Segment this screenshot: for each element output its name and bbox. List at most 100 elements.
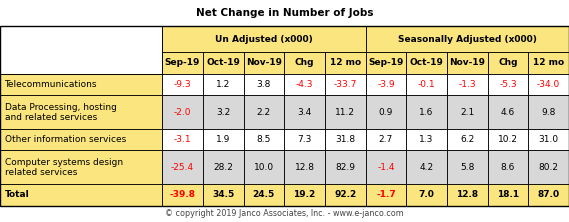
Text: 34.5: 34.5: [212, 190, 234, 199]
Text: Seasonally Adjusted (x000): Seasonally Adjusted (x000): [398, 35, 537, 44]
Bar: [447, 184, 488, 206]
Text: 12 mo: 12 mo: [329, 58, 361, 67]
Bar: [528, 129, 569, 151]
Text: -33.7: -33.7: [333, 80, 357, 89]
Bar: [0, 206, 569, 222]
Text: Sep-19: Sep-19: [165, 58, 200, 67]
Bar: [528, 52, 569, 74]
Bar: [244, 95, 284, 129]
Bar: [488, 129, 528, 151]
Bar: [325, 151, 365, 184]
Text: 1.6: 1.6: [419, 108, 434, 117]
Bar: [447, 129, 488, 151]
Text: 10.2: 10.2: [498, 135, 518, 144]
Bar: [406, 184, 447, 206]
Text: 2.1: 2.1: [460, 108, 475, 117]
Bar: [244, 184, 284, 206]
Bar: [162, 184, 203, 206]
Text: 11.2: 11.2: [335, 108, 355, 117]
Text: Nov-19: Nov-19: [450, 58, 485, 67]
Bar: [528, 74, 569, 95]
Text: -2.0: -2.0: [174, 108, 191, 117]
Text: 6.2: 6.2: [460, 135, 475, 144]
Bar: [244, 151, 284, 184]
Text: Other information services: Other information services: [5, 135, 126, 144]
Text: 12.8: 12.8: [456, 190, 479, 199]
Bar: [203, 129, 244, 151]
Bar: [447, 151, 488, 184]
Bar: [0, 0, 569, 26]
Text: Total: Total: [5, 190, 29, 199]
Bar: [284, 129, 325, 151]
Text: 8.6: 8.6: [501, 163, 515, 172]
Text: 28.2: 28.2: [213, 163, 233, 172]
Text: 1.9: 1.9: [216, 135, 230, 144]
Text: 31.8: 31.8: [335, 135, 355, 144]
Text: Net Change in Number of Jobs: Net Change in Number of Jobs: [196, 8, 373, 18]
Bar: [488, 151, 528, 184]
Bar: [325, 129, 365, 151]
Bar: [366, 26, 569, 52]
Text: 12 mo: 12 mo: [533, 58, 564, 67]
Text: Chg: Chg: [295, 58, 314, 67]
Bar: [528, 184, 569, 206]
Text: 3.8: 3.8: [257, 80, 271, 89]
Bar: [162, 52, 203, 74]
Bar: [284, 52, 325, 74]
Bar: [325, 184, 365, 206]
Bar: [0, 26, 569, 206]
Bar: [203, 74, 244, 95]
Bar: [244, 129, 284, 151]
Bar: [203, 52, 244, 74]
Text: -1.4: -1.4: [377, 163, 395, 172]
Bar: [366, 95, 406, 129]
Bar: [0, 74, 162, 95]
Text: -25.4: -25.4: [171, 163, 194, 172]
Bar: [203, 95, 244, 129]
Text: Sep-19: Sep-19: [368, 58, 403, 67]
Text: 10.0: 10.0: [254, 163, 274, 172]
Text: 0.9: 0.9: [379, 108, 393, 117]
Text: 7.0: 7.0: [419, 190, 435, 199]
Text: -39.8: -39.8: [170, 190, 196, 199]
Bar: [284, 184, 325, 206]
Bar: [0, 151, 162, 184]
Bar: [284, 74, 325, 95]
Bar: [162, 95, 203, 129]
Bar: [162, 26, 366, 52]
Bar: [325, 52, 365, 74]
Text: 2.2: 2.2: [257, 108, 271, 117]
Bar: [406, 129, 447, 151]
Text: 1.3: 1.3: [419, 135, 434, 144]
Text: 3.4: 3.4: [298, 108, 312, 117]
Text: -1.3: -1.3: [459, 80, 476, 89]
Bar: [447, 74, 488, 95]
Bar: [406, 95, 447, 129]
Bar: [406, 151, 447, 184]
Bar: [325, 74, 365, 95]
Bar: [0, 184, 162, 206]
Text: 87.0: 87.0: [538, 190, 560, 199]
Text: -4.3: -4.3: [296, 80, 314, 89]
Text: -1.7: -1.7: [376, 190, 396, 199]
Text: 4.6: 4.6: [501, 108, 515, 117]
Bar: [366, 74, 406, 95]
Bar: [488, 184, 528, 206]
Bar: [366, 184, 406, 206]
Text: -9.3: -9.3: [174, 80, 191, 89]
Bar: [447, 95, 488, 129]
Bar: [406, 74, 447, 95]
Text: -3.1: -3.1: [174, 135, 191, 144]
Bar: [366, 52, 406, 74]
Text: Un Adjusted (x000): Un Adjusted (x000): [215, 35, 313, 44]
Bar: [0, 129, 162, 151]
Text: Nov-19: Nov-19: [246, 58, 282, 67]
Text: 8.5: 8.5: [257, 135, 271, 144]
Text: 3.2: 3.2: [216, 108, 230, 117]
Bar: [244, 52, 284, 74]
Text: 92.2: 92.2: [334, 190, 356, 199]
Text: 4.2: 4.2: [419, 163, 434, 172]
Text: -0.1: -0.1: [418, 80, 435, 89]
Text: 9.8: 9.8: [542, 108, 556, 117]
Bar: [488, 52, 528, 74]
